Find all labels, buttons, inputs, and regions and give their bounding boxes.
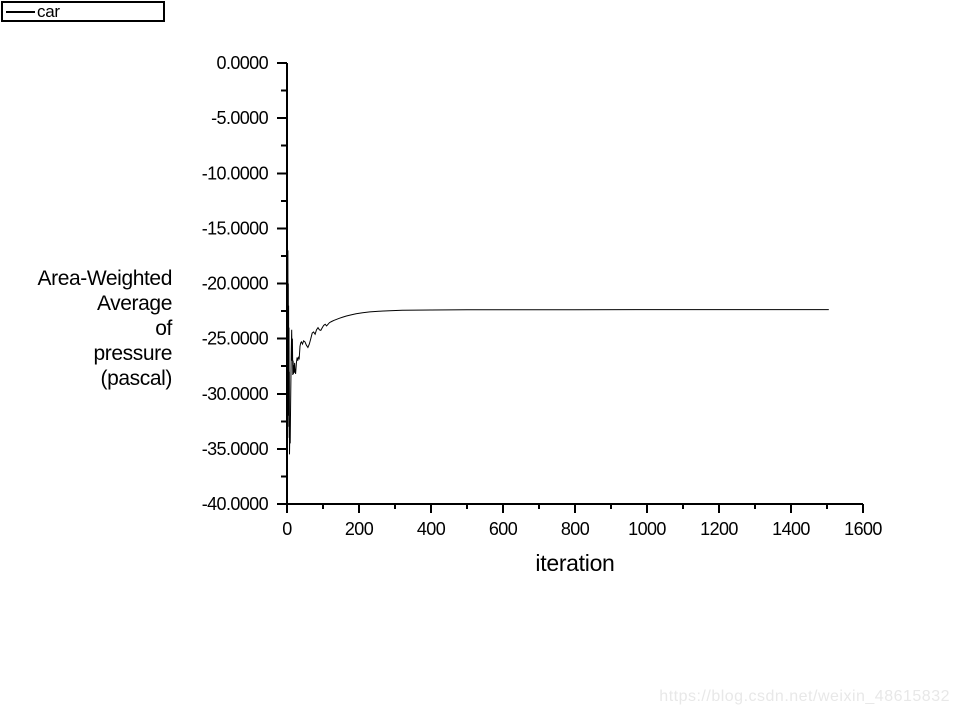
x-tick-label: 800	[561, 519, 590, 539]
watermark-url: https://blog.csdn.net/weixin_48615832	[659, 688, 950, 705]
y-axis-title: Area-Weighted Average of pressure (pasca…	[0, 266, 173, 391]
x-tick-label: 1200	[700, 519, 738, 539]
y-tick-label: -35.0000	[202, 439, 269, 459]
x-tick-label: 0	[282, 519, 292, 539]
y-tick-label: -30.0000	[202, 384, 269, 404]
y-tick-label: -20.0000	[202, 274, 269, 294]
y-axis-title-line: (pascal)	[100, 367, 173, 390]
x-tick-label: 600	[489, 519, 518, 539]
x-axis-title: iteration	[535, 550, 615, 576]
y-tick-label: -40.0000	[202, 494, 269, 514]
y-axis-title-line: Average	[96, 292, 172, 315]
y-axis-title-line: pressure	[93, 342, 172, 365]
legend-series-label: car	[37, 2, 60, 21]
y-axis-title-line: Area-Weighted	[37, 267, 173, 290]
y-tick-label: 0.0000	[217, 53, 269, 73]
y-axis-title-line: of	[155, 317, 172, 340]
y-tick-label: -5.0000	[211, 108, 268, 128]
legend-box: car	[1, 1, 165, 22]
x-tick-label: 200	[345, 519, 374, 539]
x-tick-label: 400	[417, 519, 446, 539]
x-tick-label: 1000	[628, 519, 666, 539]
y-tick-label: -25.0000	[202, 329, 269, 349]
series-line-car	[286, 231, 829, 455]
legend-line-sample	[6, 10, 35, 13]
x-tick-label: 1400	[772, 519, 810, 539]
y-tick-label: -10.0000	[202, 163, 269, 183]
y-tick-label: -15.0000	[202, 218, 269, 238]
x-tick-label: 1600	[844, 519, 882, 539]
